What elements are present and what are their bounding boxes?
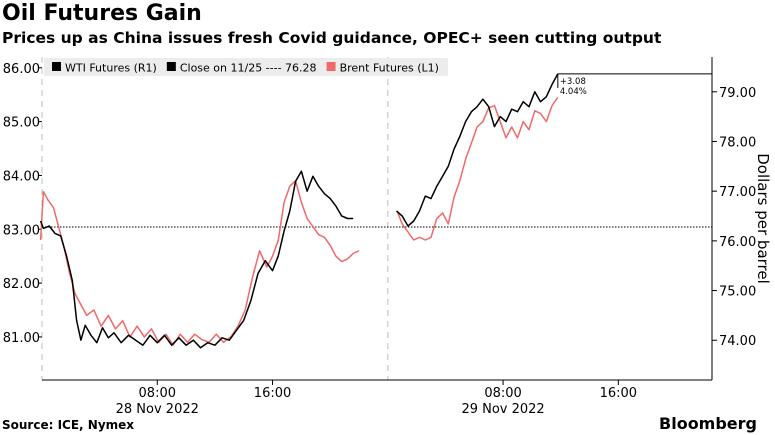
y-left-tick-label: 83.00	[3, 223, 40, 238]
x-tick-label: 16:00	[600, 386, 637, 401]
y-right-tick-label: 75.00	[719, 285, 756, 300]
y-left-tick-label: 86.00	[3, 62, 40, 77]
y-left-tick-label: 82.00	[3, 277, 40, 292]
x-tick-label: 16:00	[254, 386, 291, 401]
wti-series-line	[396, 73, 559, 227]
y-left-tick-label: 85.00	[3, 116, 40, 131]
legend-swatch	[52, 62, 61, 71]
y-left-tick-label: 81.00	[3, 331, 40, 346]
y-right-axis-label: Dollars per barrel	[754, 153, 772, 284]
x-tick-label: 08:00	[139, 386, 176, 401]
legend-label: Close on 11/25 ---- 76.28	[180, 62, 317, 75]
brent-series-line	[39, 180, 360, 346]
y-right-tick-label: 76.00	[719, 235, 756, 250]
page-title: Oil Futures Gain	[2, 1, 202, 26]
bloomberg-logo: Bloomberg	[659, 414, 757, 433]
y-right-tick-label: 78.00	[719, 135, 756, 150]
legend-label: Brent Futures (L1)	[340, 62, 439, 75]
x-date-label: 28 Nov 2022	[116, 402, 199, 417]
y-left-tick-label: 84.00	[3, 169, 40, 184]
x-tick-label: 08:00	[484, 386, 521, 401]
x-date-label: 29 Nov 2022	[461, 402, 544, 417]
brent-series-line	[397, 96, 559, 241]
legend-background	[44, 58, 448, 76]
legend-swatch	[166, 62, 176, 71]
y-right-tick-label: 74.00	[719, 334, 756, 349]
wti-series-line	[39, 170, 354, 349]
page-subtitle: Prices up as China issues fresh Covid gu…	[2, 29, 662, 47]
change-annotation: 4.04%	[560, 87, 587, 97]
source-note: Source: ICE, Nymex	[2, 418, 135, 432]
y-right-tick-label: 79.00	[719, 86, 756, 101]
legend-label: WTI Futures (R1)	[65, 62, 157, 75]
legend-swatch	[326, 62, 336, 71]
y-right-tick-label: 77.00	[719, 185, 756, 200]
change-annotation: +3.08	[560, 77, 586, 87]
